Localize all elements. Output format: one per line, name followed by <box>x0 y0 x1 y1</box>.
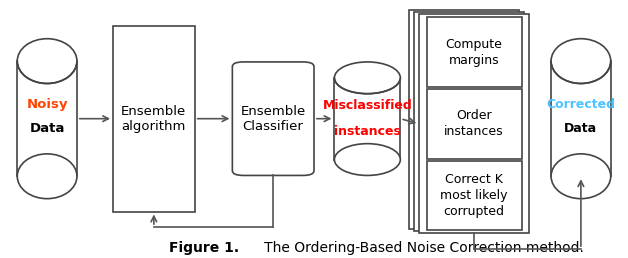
Text: Noisy: Noisy <box>26 98 68 111</box>
Ellipse shape <box>551 154 610 199</box>
Bar <box>113 26 195 212</box>
Text: Order
instances: Order instances <box>445 109 504 138</box>
Text: Compute
margins: Compute margins <box>446 37 502 67</box>
Text: Misclassified: Misclassified <box>323 99 412 112</box>
Bar <box>334 78 401 159</box>
FancyBboxPatch shape <box>232 62 314 175</box>
Ellipse shape <box>334 62 401 94</box>
Ellipse shape <box>551 39 610 84</box>
Text: Data: Data <box>30 123 65 135</box>
Text: Ensemble
algorithm: Ensemble algorithm <box>121 105 187 133</box>
Ellipse shape <box>334 144 401 175</box>
Text: Figure 1.: Figure 1. <box>168 241 239 255</box>
Bar <box>414 12 524 231</box>
Text: Data: Data <box>565 123 597 135</box>
Text: instances: instances <box>334 125 401 138</box>
Bar <box>409 10 519 229</box>
Ellipse shape <box>18 154 77 199</box>
Ellipse shape <box>18 39 77 84</box>
Text: Corrected: Corrected <box>546 98 615 111</box>
Bar <box>18 61 77 176</box>
Bar <box>551 61 610 176</box>
Text: The Ordering-Based Noise Correction method.: The Ordering-Based Noise Correction meth… <box>251 241 584 255</box>
Text: Ensemble
Classifier: Ensemble Classifier <box>241 105 306 133</box>
Bar <box>427 161 521 230</box>
Text: Correct K
most likely
corrupted: Correct K most likely corrupted <box>440 173 508 218</box>
Bar <box>427 89 521 159</box>
Bar <box>420 14 529 233</box>
Bar <box>427 17 521 87</box>
